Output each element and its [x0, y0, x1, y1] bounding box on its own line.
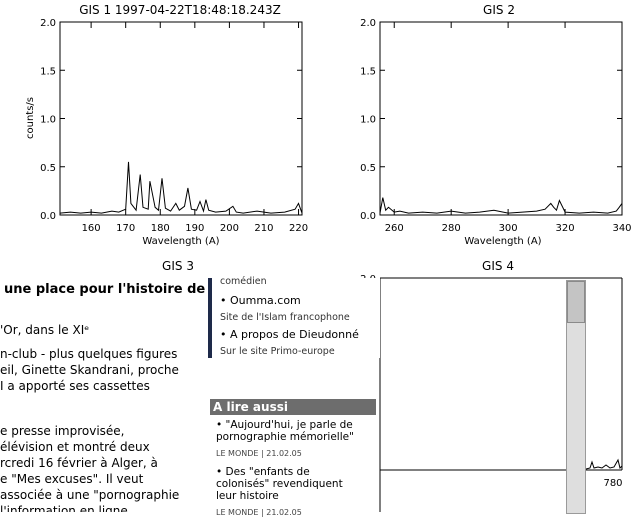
plot3-title: GIS 3 [162, 259, 194, 273]
section-header-a-lire-aussi: A lire aussi [210, 399, 376, 415]
read-also-link-1[interactable]: • "Aujourd'hui, je parle de pornographie… [216, 419, 354, 443]
article-heading: une place pour l'histoire de [4, 282, 205, 297]
article-line: 'Or, dans le XIᵉ [0, 323, 90, 337]
plot4-partial: 2.0 780 [360, 274, 623, 512]
plot2-xtick-label: 260 [385, 223, 404, 234]
article-line: associée à une "pornographie [0, 488, 180, 502]
news-article-excerpt: une place pour l'histoire de 'Or, dans l… [0, 278, 205, 512]
plot1-ytick-label: 2.0 [40, 18, 56, 29]
plot1-xlabel: Wavelength (A) [142, 236, 219, 247]
plot1-ytick-label: 0.5 [40, 163, 56, 174]
plot2-title: GIS 2 [483, 3, 515, 17]
plot1-xtick-label: 190 [185, 223, 204, 234]
link-dieudonne[interactable]: • A propos de Dieudonné [220, 328, 359, 341]
links-box: comédien • Oumma.com Site de l'Islam fra… [208, 276, 380, 358]
plot1-xtick-label: 160 [82, 223, 101, 234]
related-links-sidebar: comédien • Oumma.com Site de l'Islam fra… [208, 276, 380, 517]
plot-gis1: GIS 1 1997-04-22T18:48:18.243Z 0.0 0.5 1.0… [25, 3, 308, 247]
read-also-link-2[interactable]: • Des "enfants de colonisés" revendiquen… [216, 466, 343, 502]
plot1-ytick-label: 0.0 [40, 211, 56, 222]
vertical-scrollbar[interactable] [566, 280, 586, 514]
plot2-xtick-label: 300 [499, 223, 518, 234]
article-line: l'information en ligne [0, 504, 128, 512]
article-line: élévision et montré deux [0, 440, 150, 454]
plot2-xtick-label: 320 [556, 223, 575, 234]
plot1-xtick-label: 170 [116, 223, 135, 234]
plot1-ytick-label: 1.5 [40, 66, 56, 77]
plot4-line [585, 458, 623, 470]
plot2-ytick-label: 0.0 [360, 211, 376, 222]
article-line: rcredi 16 février à Alger, à [0, 456, 158, 470]
plot2-frame [379, 21, 623, 216]
scrollbar-thumb[interactable] [567, 281, 585, 323]
plot2-ytick-label: 1.5 [360, 66, 376, 77]
plot1-spectrum-line [59, 161, 303, 214]
plot2-xtick-label: 340 [612, 223, 631, 234]
link-oumma[interactable]: • Oumma.com [220, 294, 301, 307]
plot1-title: GIS 1 1997-04-22T18:48:18.243Z [79, 3, 281, 17]
plot4-xtick: 780 [603, 478, 622, 489]
link-oumma-desc: Site de l'Islam francophone [220, 312, 350, 323]
plot2-xtick-label: 280 [442, 223, 461, 234]
plot1-xtick-label: 180 [151, 223, 170, 234]
article-line: n-club - plus quelques figures [0, 347, 178, 361]
plot1-xtick-label: 210 [254, 223, 273, 234]
article-line: e presse improvisée, [0, 424, 125, 438]
read-also-source-2: LE MONDE | 21.02.05 [216, 508, 302, 517]
plot2-ytick-label: 0.5 [360, 163, 376, 174]
article-line: e "Mes excuses". Il veut [0, 472, 144, 486]
plot1-frame [59, 21, 303, 216]
read-also-source-1: LE MONDE | 21.02.05 [216, 449, 302, 458]
plot1-ylabel: counts/s [25, 97, 36, 139]
plot2-ytick-label: 2.0 [360, 18, 376, 29]
plot-gis2: GIS 2 0.0 0.5 1.0 1.5 2.0 260 280 300 320 340 Wa… [360, 3, 631, 247]
plot1-xtick-label: 200 [220, 223, 239, 234]
plot2-xlabel: Wavelength (A) [464, 236, 541, 247]
link-partial: comédien [220, 276, 267, 287]
plot1-ytick-label: 1.0 [40, 115, 56, 126]
article-line: I a apporté ses cassettes [0, 379, 150, 393]
plot1-xtick-label: 220 [289, 223, 308, 234]
link-dieudonne-desc: Sur le site Primo-europe [220, 346, 335, 357]
plot2-spectrum-line [379, 197, 623, 214]
plot4-title: GIS 4 [482, 259, 514, 273]
plot2-ytick-label: 1.0 [360, 115, 376, 126]
article-line: eil, Ginette Skandrani, proche [0, 363, 179, 377]
